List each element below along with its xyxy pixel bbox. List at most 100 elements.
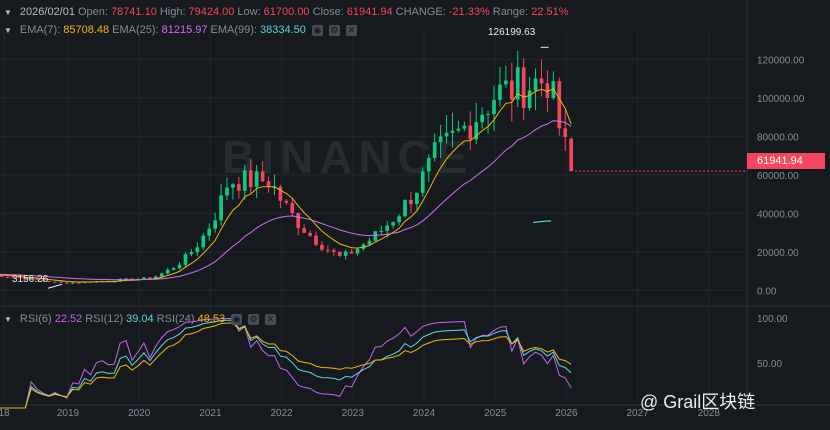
candle-body: [308, 232, 312, 236]
time-tick-label: 2021: [199, 408, 222, 419]
candle-body: [415, 192, 419, 205]
candle-body: [231, 184, 235, 188]
candle-body: [177, 264, 182, 269]
candle-body: [237, 184, 241, 191]
candle-body: [343, 251, 348, 256]
price-tick-label: 0.00: [757, 286, 777, 297]
ema7-line: [0, 88, 572, 283]
candle-body: [165, 269, 170, 274]
candle-body: [539, 78, 544, 84]
rsi-gear-icon[interactable]: ⚙: [248, 313, 260, 325]
ema7-label: EMA(7):: [19, 24, 61, 36]
candle-body: [53, 281, 57, 283]
candle-body: [397, 216, 401, 223]
candle-body: [207, 228, 212, 236]
rsi-close-icon[interactable]: ✕: [265, 313, 277, 325]
high-value: 79424.00: [188, 6, 235, 18]
rsi24-value: 48.53: [197, 313, 226, 325]
candle-body: [59, 281, 63, 283]
candle-body: [391, 222, 395, 226]
open-label: Open:: [77, 6, 108, 18]
collapse-caret-icon[interactable]: ▼: [4, 7, 12, 17]
candle-body: [41, 279, 45, 281]
candle-body: [320, 244, 324, 250]
candle-body: [284, 200, 289, 203]
brand-label: @ Grail区块链: [640, 392, 756, 412]
current-price-tag: 61941.94: [747, 153, 825, 169]
candle-body: [533, 78, 538, 91]
candle-body: [509, 80, 514, 100]
ema25-value: 81215.97: [161, 24, 208, 36]
ohlc-header: ▼ 2026/02/01 Open: 78741.10 High: 79424.…: [4, 6, 569, 18]
candle-body: [480, 114, 484, 123]
candle-body: [385, 225, 390, 231]
rsi12-line: [0, 319, 572, 409]
candle-body: [290, 202, 295, 214]
rsi6-line: [0, 318, 572, 409]
ema25-line: [0, 120, 572, 281]
candle-body: [296, 213, 301, 229]
time-tick-label: 2019: [57, 408, 80, 419]
candle-body: [420, 171, 425, 193]
candle-body: [183, 254, 188, 265]
low-value: 61700.00: [263, 6, 310, 18]
rsi12-value: 39.04: [126, 313, 154, 325]
candle-body: [527, 90, 532, 109]
candle-body: [302, 228, 306, 233]
candle-body: [349, 251, 354, 254]
candle-body: [47, 280, 51, 282]
eye-icon[interactable]: ◉: [311, 24, 323, 36]
low-annotation: 3156.26: [12, 274, 49, 285]
candle-body: [432, 142, 437, 158]
candle-body: [64, 282, 69, 284]
candle-body: [29, 278, 34, 280]
candle-body: [403, 199, 407, 217]
candle-body: [373, 231, 378, 241]
rsi-tick-label: 50.00: [757, 359, 782, 370]
candle-body: [5, 276, 10, 278]
candle-body: [409, 199, 413, 205]
rsi-eye-icon[interactable]: ◉: [231, 313, 243, 325]
candle-body: [444, 132, 449, 137]
candle-date: 2026/02/01: [19, 6, 75, 18]
close-icon[interactable]: ✕: [345, 24, 357, 36]
candle-body: [278, 186, 283, 201]
price-tick-label: 80000.00: [757, 132, 799, 143]
candle-body: [456, 128, 461, 131]
ema7-value: 85708.48: [63, 24, 110, 36]
candle-body: [355, 248, 360, 254]
candle-body: [142, 277, 146, 280]
gear-icon[interactable]: ⚙: [328, 24, 340, 36]
candle-body: [337, 251, 342, 256]
candle-body: [23, 277, 28, 280]
candle-body: [213, 220, 217, 229]
candle-body: [462, 125, 467, 129]
candle-body: [492, 99, 496, 115]
time-tick-label: 2026: [555, 408, 578, 419]
candle-body: [474, 122, 479, 140]
time-tick-label: 2022: [270, 408, 293, 419]
time-tick-label: 2027: [626, 408, 649, 419]
candle-body: [17, 277, 22, 279]
low-label: Low:: [237, 6, 261, 18]
rsi-collapse-caret-icon[interactable]: ▼: [4, 314, 12, 324]
candle-body: [450, 130, 455, 133]
ema-collapse-caret-icon[interactable]: ▼: [4, 25, 12, 35]
candle-body: [76, 282, 81, 284]
time-tick-label: 2020: [128, 408, 151, 419]
price-tick-label: 60000.00: [757, 171, 799, 182]
candle-body: [326, 249, 330, 251]
price-tick-label: 40000.00: [757, 209, 799, 220]
time-tick-label: 2023: [342, 408, 365, 419]
high-label: High:: [159, 6, 186, 18]
rsi6-label: RSI(6): [19, 313, 52, 325]
candle-body: [468, 125, 473, 140]
candle-body: [331, 250, 336, 252]
candle-body: [118, 279, 123, 282]
candle-body: [148, 277, 152, 279]
candle-body: [195, 247, 200, 253]
candle-body: [11, 277, 16, 279]
time-tick-label: 2028: [698, 408, 721, 419]
